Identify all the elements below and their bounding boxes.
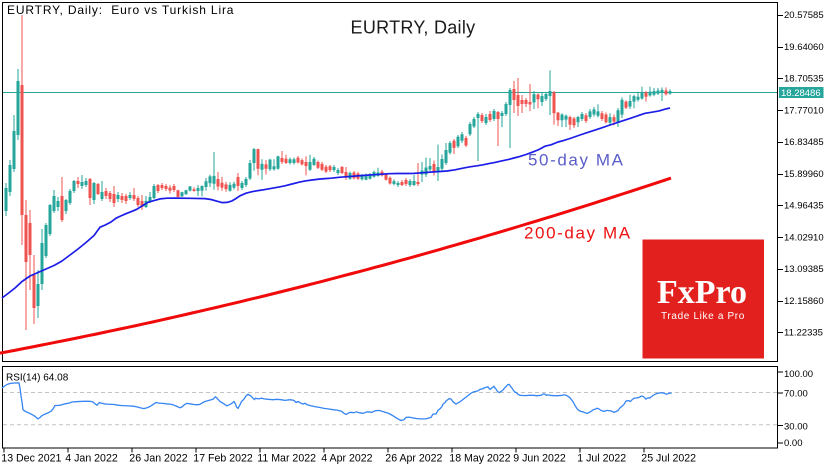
svg-text:25 Jul 2022: 25 Jul 2022 — [641, 453, 696, 465]
svg-text:26 Jan 2022: 26 Jan 2022 — [129, 453, 187, 465]
svg-text:14.02910: 14.02910 — [784, 233, 824, 244]
svg-text:200-day MA: 200-day MA — [524, 224, 632, 243]
svg-text:4 Jan 2022: 4 Jan 2022 — [65, 453, 118, 465]
svg-text:15.89960: 15.89960 — [784, 169, 824, 180]
svg-text:100.00: 100.00 — [784, 369, 813, 380]
svg-text:12.15860: 12.15860 — [784, 296, 824, 307]
svg-text:30.00: 30.00 — [784, 422, 808, 433]
svg-text:17.77010: 17.77010 — [784, 106, 824, 117]
svg-text:9 Jun 2022: 9 Jun 2022 — [513, 453, 566, 465]
svg-text:20.57585: 20.57585 — [784, 10, 824, 21]
svg-text:19.64060: 19.64060 — [784, 42, 824, 53]
svg-text:RSI(14) 64.08: RSI(14) 64.08 — [6, 373, 69, 384]
svg-text:13 Dec 2021: 13 Dec 2021 — [1, 453, 61, 465]
svg-text:0.00: 0.00 — [784, 438, 803, 449]
svg-text:EURTRY, Daily: EURTRY, Daily — [351, 18, 476, 38]
svg-text:4 Apr 2022: 4 Apr 2022 — [321, 453, 372, 465]
svg-text:13.09385: 13.09385 — [784, 264, 824, 275]
svg-text:16.83485: 16.83485 — [784, 137, 824, 148]
svg-text:11 Mar 2022: 11 Mar 2022 — [257, 453, 316, 465]
svg-text:1 Jul 2022: 1 Jul 2022 — [577, 453, 626, 465]
svg-text:14.96435: 14.96435 — [784, 201, 824, 212]
svg-text:26 Apr 2022: 26 Apr 2022 — [385, 453, 442, 465]
svg-text:Trade Like a Pro: Trade Like a Pro — [661, 311, 745, 322]
svg-text:FxPro: FxPro — [657, 274, 747, 311]
svg-text:17 Feb 2022: 17 Feb 2022 — [193, 453, 253, 465]
svg-text:11.22335: 11.22335 — [784, 328, 823, 339]
svg-text:70.00: 70.00 — [784, 389, 808, 400]
svg-text:EURTRY, Daily: Euro vs Turkis: EURTRY, Daily: Euro vs Turkish Lira — [7, 3, 234, 17]
svg-text:18.70535: 18.70535 — [784, 74, 824, 85]
svg-text:18.28486: 18.28486 — [781, 88, 821, 99]
svg-text:18 May 2022: 18 May 2022 — [449, 453, 510, 465]
svg-text:50-day MA: 50-day MA — [528, 151, 625, 170]
